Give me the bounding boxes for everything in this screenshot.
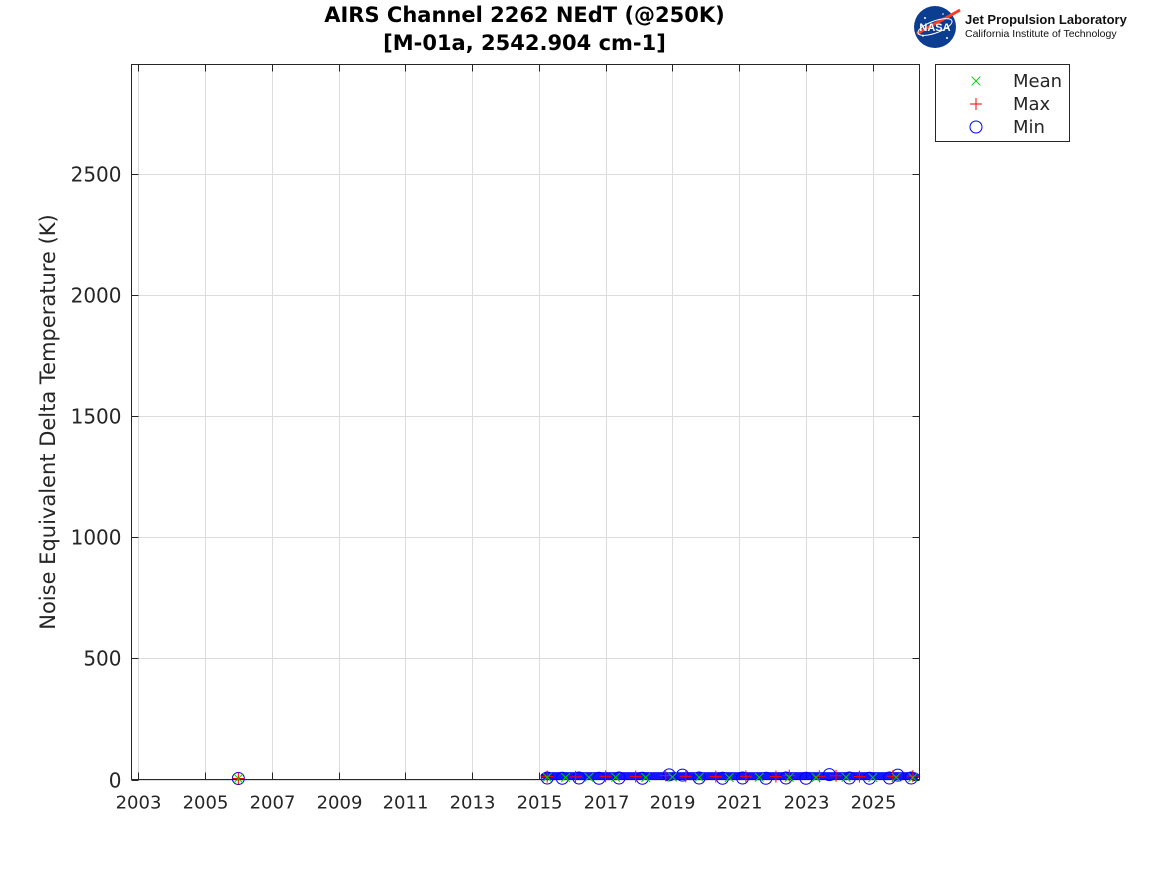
max-series-point: [830, 769, 843, 782]
max-series-point: [739, 770, 752, 783]
max-series-point: [541, 770, 554, 783]
data-markers: [231, 768, 920, 785]
min-series-point: [572, 771, 586, 785]
x-tick-label: 2013: [450, 793, 496, 814]
min-series-point: [692, 771, 706, 785]
y-tick-label: 1500: [71, 405, 122, 429]
min-series-point: [736, 771, 750, 785]
axis-ticks: 2003 2005 2007 2009 2011 2013 2015 2017 2019 2021…: [71, 64, 920, 814]
legend-marker-min: [969, 120, 983, 134]
max-series-point: [659, 769, 672, 782]
chart-title: AIRS Channel 2262 NEdT (@250K): [324, 3, 725, 27]
max-series-point: [769, 770, 782, 783]
mean-series-point: [811, 772, 821, 783]
nasa-badge-text: NASA: [919, 22, 950, 34]
mean-series-point: [560, 772, 571, 783]
max-series-point: [853, 770, 866, 783]
mean-series-point: [610, 772, 621, 782]
legend-marker-mean: [971, 76, 981, 86]
nasa-meatball-icon: NASA: [914, 6, 961, 48]
max-series-point: [906, 770, 919, 783]
x-tick-label: 2025: [851, 793, 897, 814]
x-tick-label: 2019: [650, 793, 696, 814]
plot-area-frame: [131, 64, 920, 780]
mean-series-point: [868, 772, 878, 783]
min-series-point: [592, 771, 606, 785]
mean-series-point: [694, 772, 704, 782]
x-tick-label: 2017: [584, 793, 630, 814]
y-tick-label: 1000: [71, 526, 122, 550]
min-series-point: [799, 771, 813, 785]
mean-series-point: [641, 772, 651, 783]
legend-item-min: Min: [936, 116, 1071, 138]
x-tick-label: 2007: [250, 793, 296, 814]
y-tick-label: 500: [83, 647, 121, 671]
min-series-point: [555, 771, 569, 785]
x-tick-label: 2003: [116, 793, 162, 814]
mean-series-point: [754, 772, 764, 782]
legend-label: Min: [1013, 117, 1045, 138]
legend-item-max: Max: [936, 93, 1071, 115]
legend-marker-max: [970, 98, 982, 110]
min-series-point: [635, 771, 649, 785]
max-series-point: [599, 770, 612, 783]
y-tick-label: 2000: [71, 284, 122, 308]
chart-legend: Mean Max Min: [935, 64, 1070, 142]
x-tick-label: 2021: [717, 793, 763, 814]
max-series-point: [709, 770, 722, 783]
mean-series-point: [584, 772, 594, 782]
min-series-point: [904, 771, 918, 785]
min-series-point: [891, 768, 905, 782]
max-series-point: [679, 770, 692, 783]
y-tick-label: 0: [109, 769, 122, 793]
min-series-point: [675, 768, 689, 782]
min-series-point: [779, 771, 793, 785]
x-tick-label: 2011: [383, 793, 429, 814]
jpl-logo-line1: Jet Propulsion Laboratory: [965, 12, 1127, 27]
mean-series-point: [542, 772, 552, 782]
mean-series-point: [908, 772, 918, 783]
min-series-point: [842, 771, 856, 785]
x-tick-label: 2005: [183, 793, 229, 814]
y-axis-label: Noise Equivalent Delta Temperature (K): [36, 214, 60, 630]
min-series-point: [862, 771, 876, 785]
chart-subtitle: [M-01a, 2542.904 cm-1]: [383, 31, 666, 55]
y-tick-label: 2500: [71, 163, 122, 187]
max-series-point: [629, 770, 642, 783]
max-series-point: [569, 770, 582, 783]
min-series-point: [822, 768, 836, 782]
min-series-point: [612, 771, 626, 785]
legend-label: Mean: [1013, 71, 1063, 92]
x-tick-label: 2023: [784, 793, 830, 814]
max-series-point: [783, 769, 796, 782]
mean-series-point: [233, 773, 244, 784]
jpl-logo-line2: California Institute of Technology: [965, 28, 1117, 40]
mean-series-point: [724, 772, 734, 783]
legend-label: Max: [1013, 94, 1051, 115]
mean-series-point: [667, 772, 678, 782]
grid-lines: [131, 64, 920, 781]
mean-series-point: [841, 772, 851, 782]
legend-item-mean: Mean: [936, 70, 1071, 92]
mean-series-point: [784, 772, 794, 782]
x-tick-label: 2015: [517, 793, 563, 814]
jpl-logo: NASA Jet Propulsion Laboratory Californi…: [913, 4, 1153, 50]
mean-series-point: [891, 772, 901, 782]
x-tick-label: 2009: [317, 793, 363, 814]
